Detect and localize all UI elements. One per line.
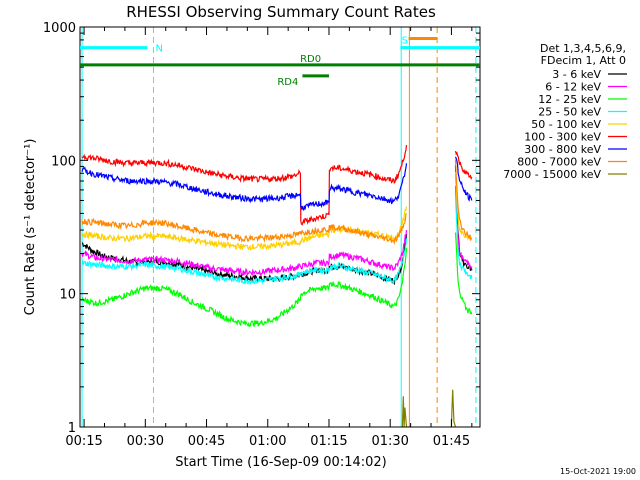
series-line-300-800-kev xyxy=(81,163,408,212)
timestamp: 15-Oct-2021 19:00 xyxy=(560,467,636,476)
state-label-rd0: RD0 xyxy=(300,54,321,65)
legend-header-line: FDecim 1, Att 0 xyxy=(541,54,626,67)
x-tick-label: 01:45 xyxy=(433,434,470,449)
series-line-7000-15000-kev xyxy=(401,396,411,427)
series-line-after-gap-300-800-kev xyxy=(454,156,473,202)
legend-label-3-6-kev: 3 - 6 keV xyxy=(552,68,601,81)
x-tick-label: 00:15 xyxy=(65,434,102,449)
series-line-after-gap-100-300-kev xyxy=(454,150,473,181)
series-line-after-gap-7000-15000-kev xyxy=(450,389,457,427)
y-axis-label: Count Rate (s⁻¹ detector⁻¹) xyxy=(23,139,38,316)
legend-label-800-7000-kev: 800 - 7000 keV xyxy=(517,156,601,169)
legend-label-6-12-kev: 6 - 12 keV xyxy=(545,81,601,94)
legend-label-7000-15000-kev: 7000 - 15000 keV xyxy=(503,168,601,181)
legend-header-line: Det 1,3,4,5,6,9, xyxy=(540,42,626,55)
x-tick-label: 01:15 xyxy=(310,434,347,449)
legend-label-50-100-kev: 50 - 100 keV xyxy=(531,118,601,131)
legend-label-25-50-kev: 25 - 50 keV xyxy=(538,106,601,119)
state-label-n: N xyxy=(156,44,163,55)
series-line-800-7000-kev xyxy=(81,213,407,246)
state-label-rd4: RD4 xyxy=(277,77,298,88)
x-tick-label: 00:30 xyxy=(127,434,164,449)
series-line-12-25-kev xyxy=(81,247,408,328)
legend: Det 1,3,4,5,6,9,FDecim 1, Att 03 - 6 keV… xyxy=(503,42,627,181)
y-tick-label: 1000 xyxy=(43,21,76,36)
legend-label-100-300-kev: 100 - 300 keV xyxy=(524,131,601,144)
series-line-after-gap-800-7000-kev xyxy=(454,159,473,241)
x-tick-label: 01:30 xyxy=(371,434,408,449)
x-tick-label: 00:45 xyxy=(188,434,225,449)
series-line-after-gap-12-25-kev xyxy=(454,232,473,315)
x-tick-label: 01:00 xyxy=(249,434,286,449)
y-tick-label: 1 xyxy=(68,421,76,436)
y-tick-label: 10 xyxy=(59,288,76,303)
series-line-25-50-kev xyxy=(81,238,408,286)
legend-label-12-25-kev: 12 - 25 keV xyxy=(538,93,601,106)
plot-frame xyxy=(79,26,481,428)
y-tick-label: 100 xyxy=(51,154,76,169)
series-line-100-300-kev xyxy=(81,145,408,226)
series-line-6-12-kev xyxy=(81,230,408,277)
chart-title: RHESSI Observing Summary Count Rates xyxy=(126,3,436,21)
series-line-after-gap-25-50-kev xyxy=(454,197,473,280)
legend-label-300-800-kev: 300 - 800 keV xyxy=(524,143,601,156)
state-label-s: S xyxy=(402,36,408,47)
x-axis-label: Start Time (16-Sep-09 00:14:02) xyxy=(175,455,386,470)
series-line-after-gap-6-12-kev xyxy=(454,185,473,271)
